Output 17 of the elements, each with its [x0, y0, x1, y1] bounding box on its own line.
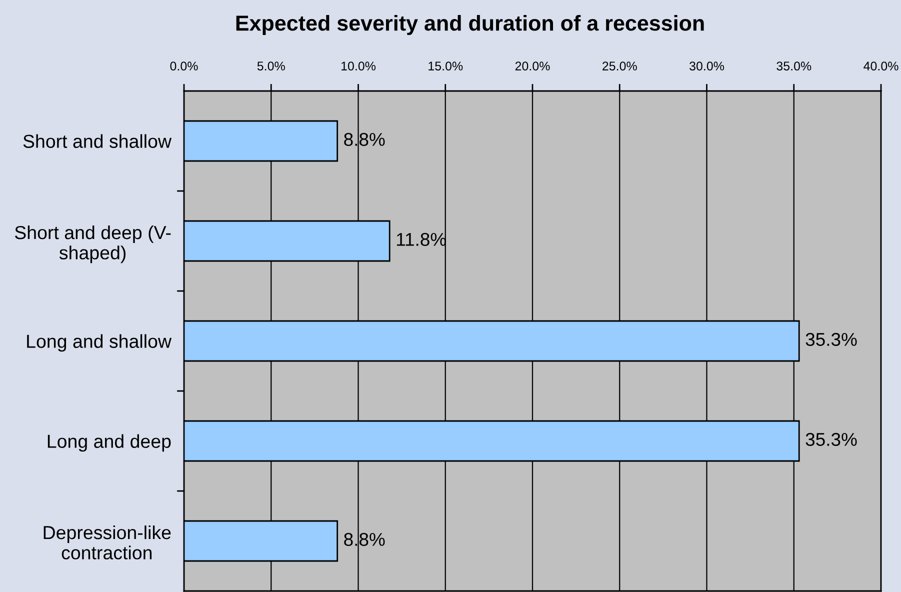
- y-tick-label: Long and shallow: [27, 334, 172, 352]
- x-tick-label: 40.0%: [864, 62, 898, 70]
- y-tick-label: Long and deep: [48, 434, 171, 452]
- chart-title: Expected severity and duration of a recession: [236, 14, 704, 36]
- x-tick-label: 30.0%: [690, 62, 724, 70]
- x-tick-label: 10.0%: [341, 62, 376, 70]
- x-tick-label: 25.0%: [602, 62, 637, 70]
- x-tick-label: 5.0%: [257, 62, 285, 70]
- y-tick-label: Depression-like contraction: [44, 525, 171, 560]
- x-tick-label: 35.0%: [776, 62, 812, 70]
- x-tick-label: 0.0%: [170, 62, 198, 70]
- data-label: 35.3%: [806, 332, 857, 346]
- y-tick-label: Short and shallow: [23, 134, 172, 148]
- x-tick-label: 15.0%: [428, 62, 463, 70]
- data-label: 35.3%: [806, 432, 857, 446]
- x-tick-label: 20.0%: [515, 62, 550, 70]
- y-tick-label: Short and deep (V- shaped): [14, 225, 171, 264]
